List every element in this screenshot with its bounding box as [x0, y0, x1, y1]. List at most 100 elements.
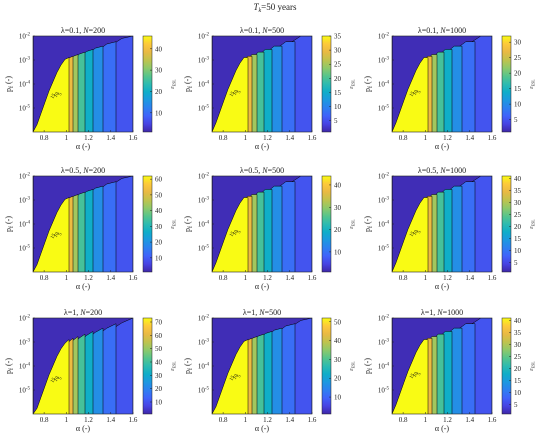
y-tick-label: 10-5 — [19, 387, 31, 395]
contour-label: 15 — [50, 93, 57, 100]
y-tick-label: 10-3 — [19, 57, 31, 65]
y-tick-label: 10-3 — [198, 339, 210, 347]
colorbar-tick-label: 15 — [334, 89, 342, 97]
x-tick-label: 0.8 — [219, 274, 228, 282]
contour-label: 10 — [233, 229, 240, 236]
colorbar-label: εESL — [170, 79, 177, 89]
y-tick-label: 10-4 — [378, 81, 390, 89]
x-tick-label: 0.8 — [399, 416, 408, 424]
colorbar-tick-label: 30 — [334, 356, 342, 364]
colorbar-tick-label: 40 — [334, 181, 342, 189]
y-tick-label: 10-4 — [378, 363, 390, 371]
colorbar-tick-label: 5 — [514, 401, 518, 409]
contour-label: 10 — [54, 91, 61, 98]
colorbar — [501, 175, 512, 273]
y-tick-label: 10-3 — [378, 339, 390, 347]
colorbar-tick-label: 25 — [334, 61, 342, 69]
y-tick-label: 10-2 — [19, 33, 31, 41]
colorbar-tick-label: 25 — [514, 353, 522, 361]
x-tick-label: 1.6 — [488, 274, 497, 282]
contour-label: 15 — [409, 231, 416, 238]
panel-title: λ=0.5, N=1000 — [418, 166, 466, 175]
colorbar-tick-label: 30 — [514, 199, 522, 207]
contour-label: 5 — [417, 90, 423, 95]
colorbar-tick-label: 15 — [514, 377, 522, 385]
y-tick-label: 10-4 — [19, 363, 31, 371]
y-tick-label: 10-2 — [378, 33, 390, 41]
y-tick-label: 10-3 — [378, 57, 390, 65]
colorbar-tick-label: 20 — [514, 70, 522, 78]
y-axis-label: pf (-) — [183, 358, 194, 374]
y-tick-label: 10-5 — [378, 245, 390, 253]
y-tick-label: 10-5 — [198, 245, 210, 253]
contour-label: 5 — [417, 372, 423, 377]
y-axis-label: pf (-) — [4, 76, 15, 92]
x-tick-label: 1.2 — [263, 274, 272, 282]
contour-label: 5 — [58, 232, 64, 237]
colorbar-label: εESL — [529, 79, 536, 89]
contour-label: 15 — [229, 231, 236, 238]
x-tick-label: 1.6 — [308, 134, 317, 142]
y-tick-label: 10-4 — [198, 81, 210, 89]
colorbar-tick-label: 40 — [155, 359, 163, 367]
contour-label: 5 — [237, 374, 243, 379]
y-tick-label: 10-5 — [198, 387, 210, 395]
colorbar-tick-label: 50 — [155, 345, 163, 353]
y-tick-label: 10-3 — [19, 339, 31, 347]
x-axis-label: α (-) — [255, 142, 270, 151]
x-tick-label: 0.8 — [40, 134, 49, 142]
contour-label: 5 — [417, 230, 423, 235]
x-tick-label: 1 — [244, 416, 248, 424]
x-tick-label: 1.4 — [106, 274, 115, 282]
x-tick-label: 1 — [244, 274, 248, 282]
y-axis-label: pf (-) — [4, 358, 15, 374]
x-tick-label: 1.4 — [106, 134, 115, 142]
y-tick-label: 10-2 — [19, 315, 31, 323]
x-axis-label: α (-) — [255, 424, 270, 433]
y-tick-label: 10-3 — [378, 197, 390, 205]
x-tick-label: 1.6 — [308, 274, 317, 282]
colorbar-tick-label: 20 — [155, 239, 163, 247]
colorbar-tick-label: 10 — [155, 109, 163, 117]
colorbar-tick-label: 10 — [155, 254, 163, 262]
colorbar-tick-label: 20 — [514, 223, 522, 231]
y-tick-label: 10-2 — [198, 33, 210, 41]
y-tick-label: 10-3 — [198, 57, 210, 65]
y-tick-label: 10-4 — [198, 363, 210, 371]
contour-band-7 — [212, 176, 249, 272]
x-tick-label: 1 — [424, 274, 428, 282]
x-tick-label: 1.2 — [263, 134, 272, 142]
colorbar — [321, 175, 332, 273]
x-tick-label: 1 — [65, 416, 69, 424]
colorbar-tick-label: 40 — [514, 317, 522, 325]
contour-band-7 — [33, 36, 70, 132]
contour-band-7 — [392, 176, 429, 272]
colorbar-tick-label: 10 — [334, 103, 342, 111]
x-tick-label: 1.4 — [465, 416, 474, 424]
colorbar-tick-label: 10 — [514, 247, 522, 255]
y-tick-label: 10-5 — [19, 245, 31, 253]
colorbar-tick-label: 5 — [334, 117, 338, 125]
y-tick-label: 10-3 — [19, 197, 31, 205]
x-tick-label: 1.6 — [488, 416, 497, 424]
colorbar-tick-label: 35 — [514, 187, 522, 195]
colorbar-tick-label: 30 — [155, 372, 163, 380]
colorbar-tick-label: 5 — [514, 259, 518, 267]
y-tick-label: 10-5 — [378, 387, 390, 395]
x-tick-label: 1.6 — [129, 416, 138, 424]
y-tick-label: 10-2 — [198, 315, 210, 323]
x-tick-label: 1.4 — [465, 274, 474, 282]
panel-title: λ=1, N=200 — [64, 308, 102, 317]
colorbar-tick-label: 10 — [334, 394, 342, 402]
colorbar-tick-label: 60 — [155, 332, 163, 340]
